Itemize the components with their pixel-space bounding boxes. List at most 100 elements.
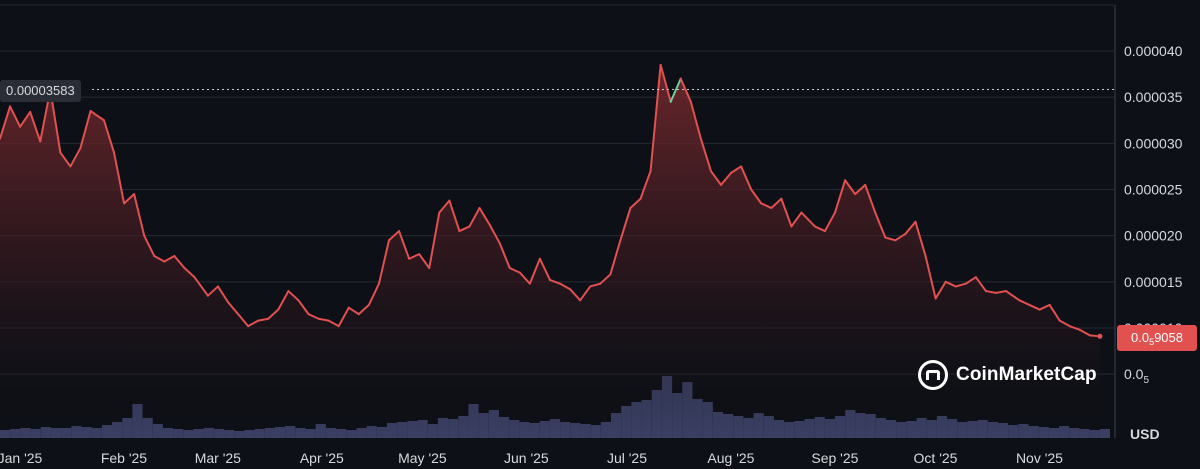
x-tick-label: Jun '25 xyxy=(504,450,549,466)
price-line-segment xyxy=(790,211,803,228)
price-line-segment xyxy=(689,100,702,140)
price-line-segment xyxy=(367,282,380,306)
price-line-segment xyxy=(528,257,541,285)
price-line-segment xyxy=(327,319,340,328)
price-line-segment xyxy=(347,306,360,316)
y-tick-label: 0.000025 xyxy=(1124,182,1183,198)
x-tick-label: Oct '25 xyxy=(914,450,958,466)
y-tick-zero-count: 5 xyxy=(1143,375,1149,386)
price-line-segment xyxy=(823,211,837,233)
price-line-segment xyxy=(834,179,847,214)
price-line-segment xyxy=(59,151,72,168)
price-line-segment xyxy=(216,285,230,304)
price-line-segment xyxy=(277,290,290,311)
price-line-segment xyxy=(679,77,692,103)
y-tick-prefix: 0.0 xyxy=(1124,366,1144,382)
price-line-segment xyxy=(357,303,370,316)
price-line-segment xyxy=(257,317,270,322)
price-line-segment xyxy=(468,206,481,228)
price-line-segment xyxy=(760,202,773,209)
price-line-segment xyxy=(1028,303,1041,311)
price-area xyxy=(0,64,1100,439)
price-line-segment xyxy=(153,254,166,263)
price-line-segment xyxy=(874,211,887,239)
price-line-segment xyxy=(559,282,572,291)
x-tick-label: Sep '25 xyxy=(811,450,858,466)
price-line-segment xyxy=(740,165,753,191)
y-unit-label: USD xyxy=(1130,426,1160,442)
price-line-segment xyxy=(307,313,320,320)
current-price-zero-count: 5 xyxy=(1149,337,1155,347)
price-line-segment xyxy=(924,254,937,300)
x-tick-label: Jan '25 xyxy=(0,450,43,466)
price-line-segment xyxy=(408,253,421,260)
price-line-segment xyxy=(0,105,12,140)
price-line-segment xyxy=(984,290,997,294)
price-line-segment xyxy=(639,170,652,200)
price-line-segment xyxy=(669,77,682,103)
price-line-segment xyxy=(813,225,826,233)
current-price-dot xyxy=(1097,333,1103,339)
price-line-segment xyxy=(163,254,176,263)
x-tick-label: May '25 xyxy=(398,450,447,466)
current-price-prefix: 0.0 xyxy=(1130,330,1150,345)
price-line-segment xyxy=(508,266,521,274)
x-tick-label: Aug '25 xyxy=(707,450,754,466)
price-line-segment xyxy=(297,299,310,316)
price-line-segment xyxy=(173,254,186,269)
price-line-segment xyxy=(388,230,401,242)
x-tick-label: Mar '25 xyxy=(195,450,241,466)
price-line-segment xyxy=(884,236,897,242)
price-line-segment xyxy=(548,278,562,285)
price-line-segment xyxy=(964,276,977,285)
price-line-segment xyxy=(864,183,877,214)
price-line-segment xyxy=(317,317,330,322)
price-line-segment xyxy=(609,239,622,276)
price-line-segment xyxy=(287,290,300,302)
y-tick-label: 0.000020 xyxy=(1124,228,1183,244)
price-line-segment xyxy=(478,206,491,226)
price-line-segment xyxy=(579,285,592,302)
price-line-segment xyxy=(854,183,867,196)
price-line-segment xyxy=(337,306,350,328)
price-line-segment xyxy=(518,271,531,285)
price-line-segment xyxy=(649,63,662,173)
price-line-segment xyxy=(69,146,82,168)
price-line-segment xyxy=(619,206,632,242)
price-line-segment xyxy=(800,211,816,228)
price-line-segment xyxy=(954,282,967,288)
coinmarketcap-watermark: CoinMarketCap xyxy=(918,360,1097,390)
price-line-segment xyxy=(914,220,927,257)
price-line-segment xyxy=(428,211,441,269)
price-line-segment xyxy=(1038,303,1051,311)
price-line-segment xyxy=(79,110,92,149)
y-tick-label: 0.000030 xyxy=(1124,135,1183,151)
price-line-segment xyxy=(377,239,391,285)
price-line-segment xyxy=(29,110,42,143)
price-line-segment xyxy=(498,242,511,269)
price-line-segment xyxy=(438,199,451,214)
price-line-segment xyxy=(1078,328,1091,337)
price-line-segment xyxy=(19,110,32,128)
price-line-segment xyxy=(102,119,116,154)
price-line-segment xyxy=(133,193,146,237)
price-line-segment xyxy=(237,313,250,328)
price-line-segment xyxy=(267,308,280,320)
y-tick-label: 0.000040 xyxy=(1124,43,1183,59)
y-tick-label: 0.000015 xyxy=(1124,274,1183,290)
price-line-segment xyxy=(709,170,722,186)
x-tick-label: Nov '25 xyxy=(1016,450,1063,466)
price-line-segment xyxy=(538,257,551,281)
price-line-segment xyxy=(934,280,947,300)
price-line-segment xyxy=(193,276,209,297)
price-line-segment xyxy=(770,197,783,209)
price-line-segment xyxy=(1058,319,1071,328)
price-line-segment xyxy=(780,197,793,228)
price-line-segment xyxy=(589,282,602,288)
x-tick-label: Feb '25 xyxy=(101,450,147,466)
volume-bar xyxy=(1099,429,1110,438)
price-line-segment xyxy=(974,276,987,293)
current-price-badge: 0.059058 xyxy=(1117,325,1197,351)
